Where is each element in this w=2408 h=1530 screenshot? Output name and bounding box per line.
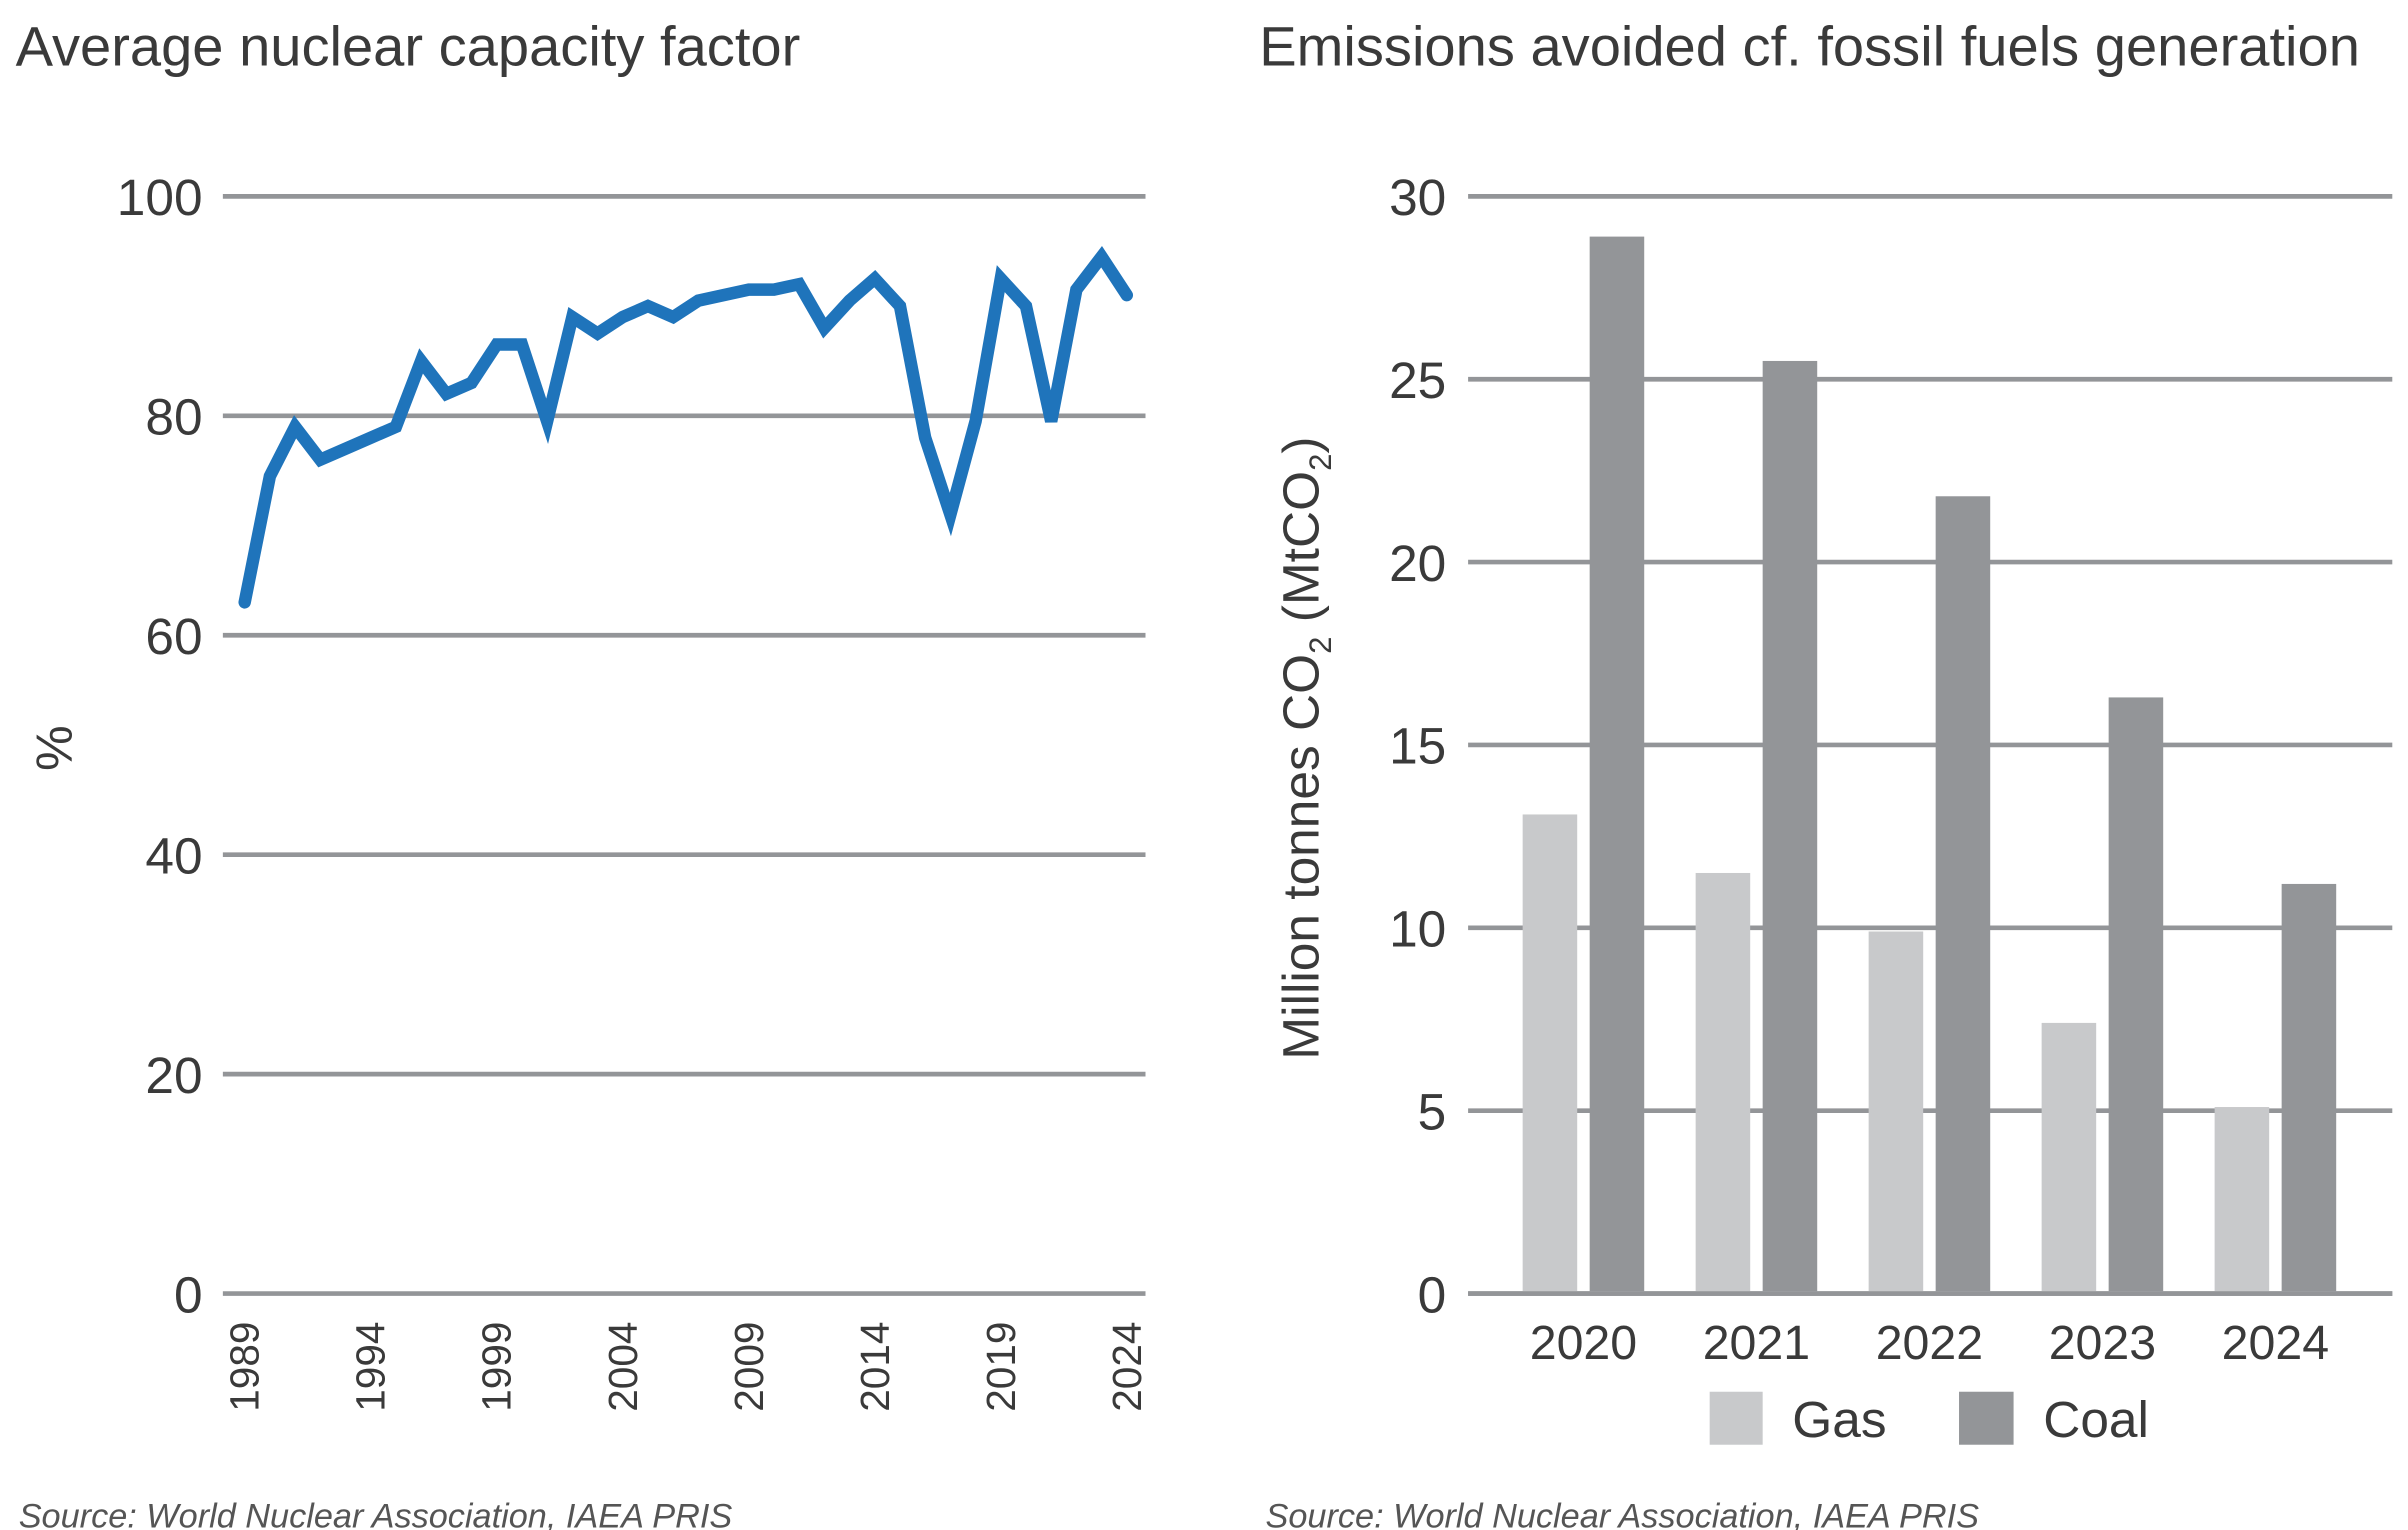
y-tick-label: 25 (1389, 351, 1446, 409)
y-tick-label: 40 (145, 826, 202, 884)
bar-gas-2022 (1868, 931, 1924, 1292)
bar-gas-2021 (1695, 872, 1751, 1292)
y-tick-label: 5 (1418, 1082, 1447, 1140)
x-tick-label: 1994 (348, 1322, 394, 1412)
left-source-note: Source: World Nuclear Association, IAEA … (19, 1497, 733, 1530)
x-tick-label: 2024 (2222, 1316, 2329, 1370)
bar-coal-2023 (2108, 697, 2164, 1292)
y-tick-label: 10 (1389, 900, 1446, 958)
left-chart-title: Average nuclear capacity factor (16, 14, 801, 77)
y-tick-label: 20 (145, 1046, 202, 1104)
x-tick-label: 2004 (600, 1322, 646, 1412)
bar-coal-2021 (1762, 360, 1818, 1292)
x-tick-label: 2024 (1104, 1322, 1150, 1412)
bar-gas-2023 (2041, 1022, 2097, 1292)
x-tick-label: 2022 (1876, 1316, 1983, 1370)
legend-label-gas: Gas (1792, 1390, 1886, 1448)
bar-coal-2022 (1935, 496, 1991, 1292)
x-tick-label: 2021 (1703, 1316, 1810, 1370)
y-tick-label: 60 (145, 607, 202, 665)
bar-gas-2024 (2214, 1107, 2270, 1292)
y-tick-label: 20 (1389, 534, 1446, 592)
bar-coal-2024 (2281, 883, 2337, 1292)
y-tick-label: 0 (174, 1265, 203, 1323)
right-source-note: Source: World Nuclear Association, IAEA … (1266, 1497, 1980, 1530)
x-tick-label: 2023 (2049, 1316, 2156, 1370)
x-tick-label: 2020 (1530, 1316, 1637, 1370)
legend-swatch-coal (1959, 1391, 2014, 1445)
y-tick-label: 30 (1389, 168, 1446, 226)
x-tick-label: 1989 (222, 1322, 268, 1412)
x-tick-label: 2014 (852, 1322, 898, 1412)
legend-label-coal: Coal (2043, 1390, 2149, 1448)
bar-coal-2020 (1589, 236, 1645, 1292)
y-tick-label: 0 (1418, 1265, 1447, 1323)
y-tick-label: 100 (117, 168, 203, 226)
x-tick-label: 2009 (726, 1322, 772, 1412)
x-tick-label: 1999 (474, 1322, 520, 1412)
left-y-axis-label: % (25, 725, 83, 771)
right-y-axis-label: Million tonnes CO2 (MtCO2) (1271, 436, 1337, 1059)
legend-swatch-gas (1709, 1391, 1763, 1445)
x-tick-label: 2019 (978, 1322, 1024, 1412)
right-chart-title: Emissions avoided cf. fossil fuels gener… (1259, 14, 2360, 77)
bar-gas-2020 (1522, 814, 1578, 1292)
capacity-factor-line (238, 245, 1134, 609)
y-tick-label: 15 (1389, 717, 1446, 775)
y-tick-label: 80 (145, 388, 202, 446)
